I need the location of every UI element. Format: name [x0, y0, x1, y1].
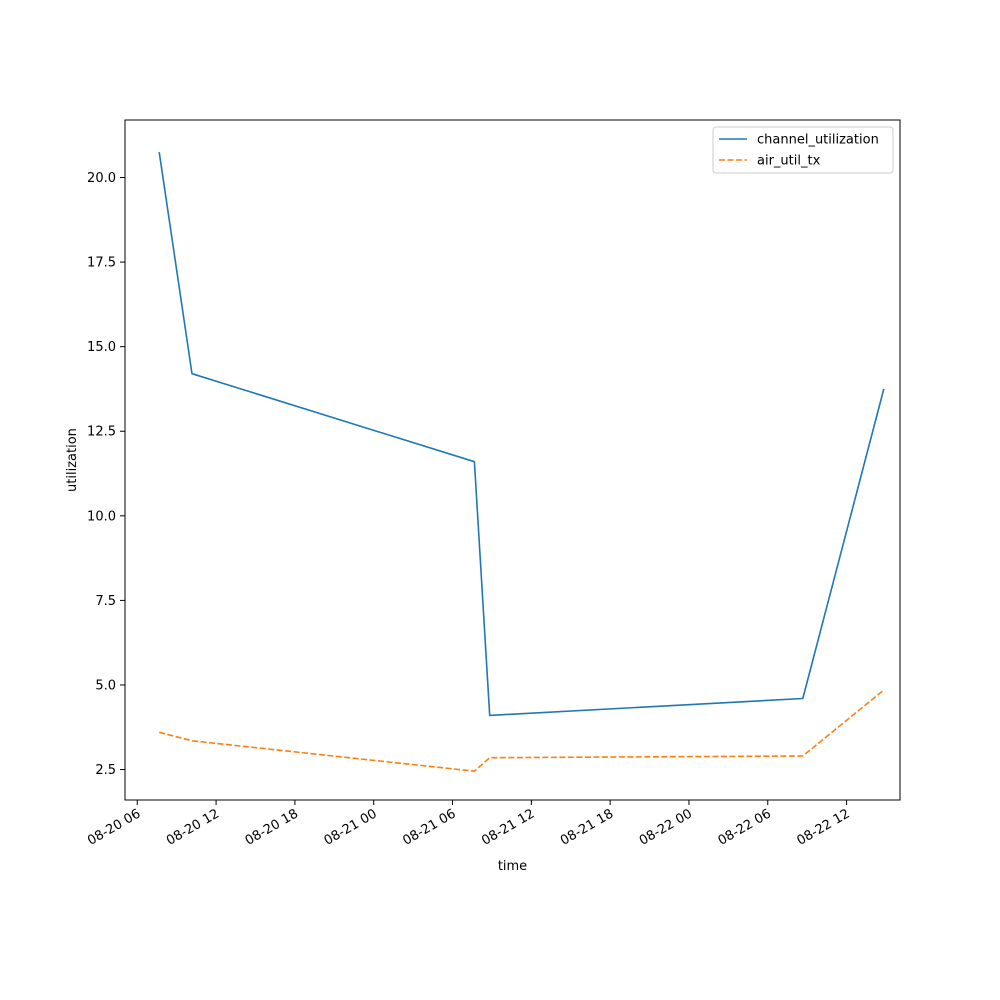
y-tick-label-2: 7.5 — [95, 594, 116, 609]
y-tick-label-6: 17.5 — [87, 256, 116, 271]
legend-label-air-util-tx: air_util_tx — [757, 154, 821, 169]
series-layer — [158, 151, 885, 773]
legend-box — [712, 126, 894, 174]
y-tick-label-3: 10.0 — [87, 509, 116, 524]
y-axis-label: utilization — [65, 428, 80, 492]
series-line-air-util-tx — [158, 689, 885, 773]
y-tick-label-1: 5.0 — [95, 678, 116, 693]
legend-label-channel-utilization: channel_utilization — [757, 133, 879, 148]
x-axis-label: time — [498, 859, 527, 874]
y-axis: 2.5 5.0 7.5 10.0 12.5 15.0 17.5 20.0 — [87, 171, 125, 778]
series-line-channel-utilization — [158, 151, 885, 717]
y-tick-label-5: 15.0 — [87, 340, 116, 355]
y-tick-label-4: 12.5 — [87, 425, 116, 440]
plot-frame — [124, 119, 901, 801]
legend: channel_utilization air_util_tx — [712, 126, 894, 174]
y-tick-label-7: 20.0 — [87, 171, 116, 186]
y-tick-label-0: 2.5 — [95, 763, 116, 778]
